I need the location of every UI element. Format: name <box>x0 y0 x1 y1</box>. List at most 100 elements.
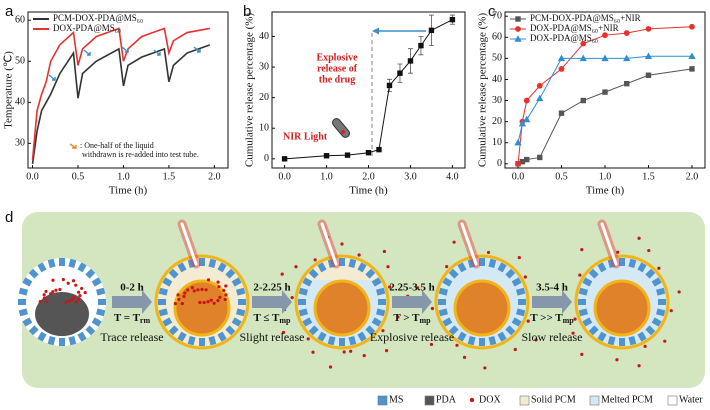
plot-frame <box>271 11 466 169</box>
marker <box>537 154 543 161</box>
ms-block <box>317 262 327 273</box>
ms-block <box>95 308 106 317</box>
dox-dot <box>80 286 84 291</box>
ms-block <box>348 335 357 346</box>
marker <box>579 54 587 62</box>
dox-dot <box>61 277 65 282</box>
y-tick-label: 70 <box>492 11 502 22</box>
y-tick-label: 40 <box>492 74 502 85</box>
series-line <box>517 68 693 165</box>
marker <box>580 40 587 47</box>
ms-block <box>582 277 593 287</box>
dox-dot <box>513 347 517 352</box>
x-axis-label: Time (h) <box>586 185 625 197</box>
marker <box>514 35 522 42</box>
condition-sub: mp <box>419 316 431 325</box>
legend-swatch <box>424 395 435 406</box>
ms-block <box>628 258 637 269</box>
marker <box>602 32 608 39</box>
ms-block <box>59 338 65 346</box>
nir-icon-dot <box>341 130 345 134</box>
ms-block <box>77 262 87 273</box>
ms-block <box>637 331 647 342</box>
x-tick-label: 3.0 <box>404 171 417 182</box>
marker <box>515 16 521 22</box>
marker <box>386 82 393 89</box>
pcm-shell <box>294 254 390 350</box>
x-tick-label: 4.0 <box>446 171 459 182</box>
marker <box>557 54 566 62</box>
drug-core <box>453 279 511 337</box>
x-tick-label: 2.0 <box>686 171 699 182</box>
marker <box>428 27 435 34</box>
condition-sub: rm <box>140 316 151 325</box>
dox-dot <box>224 284 228 288</box>
dox-dot <box>396 315 400 319</box>
ms-block <box>628 335 637 346</box>
ms-block <box>511 317 522 327</box>
panel-letter: b <box>243 3 251 20</box>
dox-dot <box>200 287 204 291</box>
x-tick-label: 1.0 <box>599 171 612 182</box>
dox-dot <box>381 329 385 333</box>
ms-block <box>22 317 33 327</box>
y-tick-label: 30 <box>259 61 269 72</box>
marker <box>449 16 456 23</box>
x-tick-label: 1.5 <box>163 171 176 182</box>
step-time: 2.25-3.5 h <box>389 282 435 294</box>
ms-block <box>375 308 386 317</box>
dox-dot <box>523 275 527 279</box>
ms-block <box>302 317 313 327</box>
pcm-shell <box>574 254 670 350</box>
dox-dot <box>311 350 315 354</box>
ms-block <box>438 308 449 317</box>
dox-dot <box>657 266 661 270</box>
dox-dot <box>77 297 81 301</box>
y-tick-label: 60 <box>15 15 25 26</box>
ms-block <box>235 287 246 296</box>
pcm-shell <box>434 254 530 350</box>
dox-dot <box>78 293 82 298</box>
ms-block <box>339 258 345 266</box>
ms-block <box>28 325 39 336</box>
marker <box>536 82 543 89</box>
dox-dot <box>580 248 584 252</box>
marker <box>418 42 424 49</box>
ms-block <box>651 277 662 287</box>
step-arrow <box>112 290 152 314</box>
dox-dot <box>669 309 673 313</box>
marker <box>689 23 695 30</box>
legend-label: PCM-DOX-PDA@MS₆₀+NIR <box>530 13 641 23</box>
dox-dot <box>74 300 78 304</box>
dox-dot <box>342 350 346 354</box>
ms-block <box>217 331 227 342</box>
dox-dot <box>42 296 47 300</box>
ms-block <box>199 258 205 266</box>
ms-block <box>162 277 173 287</box>
ms-block <box>47 258 56 269</box>
dox-dot <box>216 298 220 303</box>
dox-dot <box>313 258 317 262</box>
dox-dot <box>77 290 81 294</box>
ms-block <box>47 335 56 346</box>
dox-dot <box>198 300 202 305</box>
ms-block <box>22 277 33 287</box>
legend-label: DOX-PDA@MS₆₀+NIR <box>530 23 619 33</box>
dox-dot <box>51 278 55 282</box>
laser-beam <box>320 222 338 266</box>
ms-block <box>18 287 29 296</box>
legend-label: Melted PCM <box>601 394 653 405</box>
x-axis-label: Time (h) <box>349 185 388 197</box>
legend-swatch <box>519 395 530 406</box>
ms-block <box>375 287 386 296</box>
x-tick-label: 1.5 <box>642 171 655 182</box>
dox-dot <box>388 285 392 289</box>
x-axis-label: Time (h) <box>109 185 148 197</box>
step-condition: T > Tmp <box>393 312 431 325</box>
dox-dot <box>183 291 187 295</box>
ms-block <box>637 262 647 273</box>
dox-dot <box>578 273 582 277</box>
y-tick-label: 60 <box>492 32 502 43</box>
dox-dot <box>615 358 619 362</box>
y-tick-label: 0 <box>264 153 269 164</box>
